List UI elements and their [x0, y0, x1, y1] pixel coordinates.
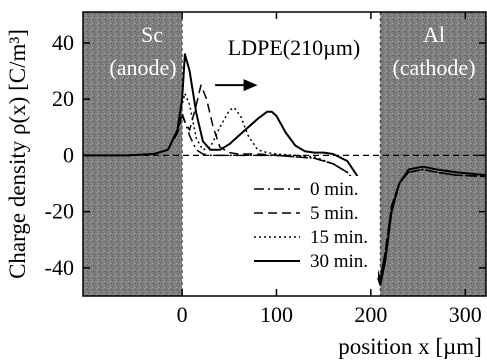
y-tick-label: 40 — [52, 30, 74, 55]
series-line-3 — [83, 53, 486, 286]
region-labels: Sc (anode) LDPE(210µm) Al (cathode) — [109, 22, 475, 80]
x-tick-label: 200 — [354, 302, 387, 327]
anode-label-line2: (anode) — [109, 55, 176, 80]
y-tick-label: -20 — [45, 199, 74, 224]
y-tick-label: 20 — [52, 86, 74, 111]
region-shade-2 — [380, 12, 486, 296]
legend-label-1: 5 min. — [310, 203, 359, 224]
legend: 0 min. 5 min. 15 min. 30 min. — [250, 176, 378, 278]
plot-frame — [82, 11, 487, 297]
legend-label-0: 0 min. — [310, 179, 359, 200]
x-tick-label: 0 — [177, 302, 188, 327]
x-axis-label: position x [µm] — [338, 334, 482, 359]
annotation-arrow — [215, 79, 258, 92]
y-axis-label: Charge density ρ(x) [C/m³] — [5, 29, 30, 279]
region-shading — [83, 12, 486, 296]
ldpe-label: LDPE(210µm) — [228, 35, 360, 60]
region-shade-0 — [83, 12, 183, 296]
legend-label-3: 30 min. — [310, 251, 368, 272]
x-tick-label: 100 — [260, 302, 293, 327]
legend-label-2: 15 min. — [310, 227, 368, 248]
arrow-head — [243, 79, 258, 92]
cathode-label-line2: (cathode) — [392, 55, 475, 80]
series-lines — [83, 53, 486, 286]
anode-label-line1: Sc — [141, 22, 163, 47]
plot-border — [82, 11, 487, 297]
x-tick-label: 300 — [449, 302, 482, 327]
cathode-label-line1: Al — [423, 22, 445, 47]
y-tick-label: -40 — [45, 255, 74, 280]
axis-ticks: 0 100 200 300 -40 -20 0 20 40 — [45, 12, 486, 327]
y-tick-label: 0 — [63, 142, 74, 167]
